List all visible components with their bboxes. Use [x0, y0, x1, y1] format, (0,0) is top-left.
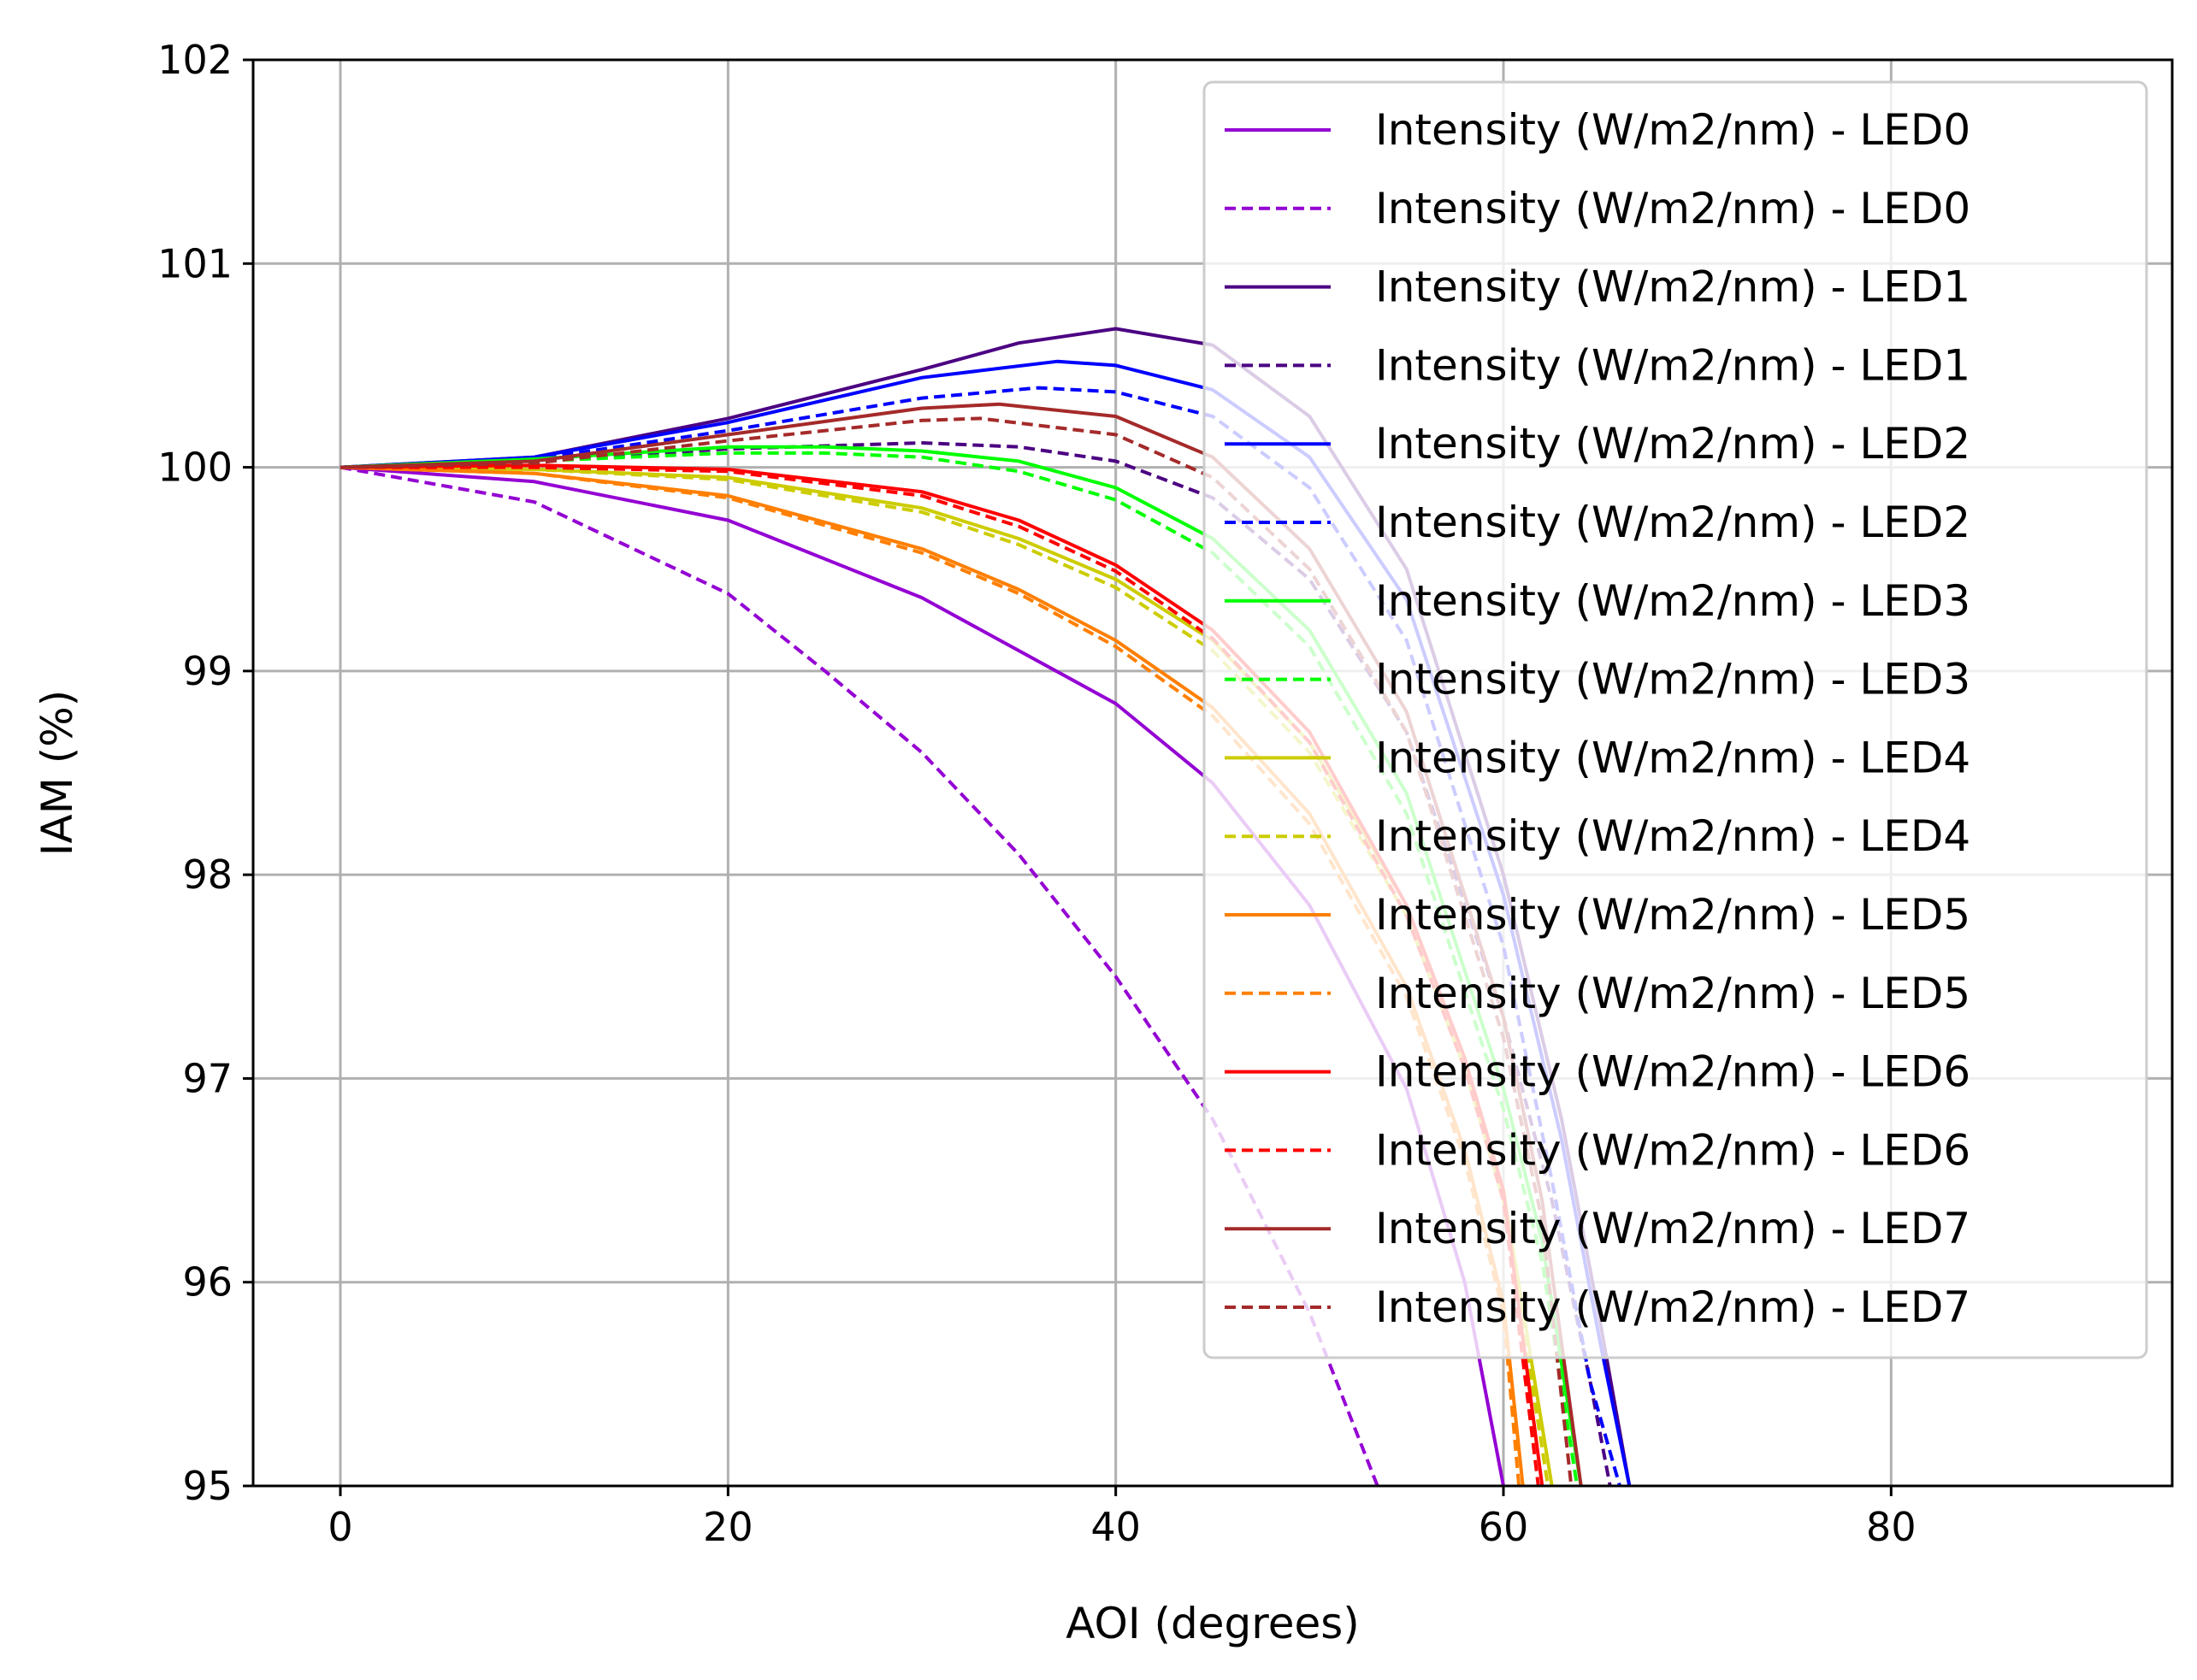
legend-entry-label: Intensity (W/m2/nm) - LED0 — [1375, 184, 1970, 233]
x-tick-label: 60 — [1479, 1504, 1529, 1550]
legend-entry-label: Intensity (W/m2/nm) - LED3 — [1375, 576, 1970, 626]
y-tick-label: 95 — [182, 1463, 233, 1509]
y-tick-label: 99 — [182, 648, 233, 694]
legend-entry-label: Intensity (W/m2/nm) - LED7 — [1375, 1204, 1970, 1253]
legend-entry-label: Intensity (W/m2/nm) - LED0 — [1375, 105, 1970, 155]
legend-box — [1202, 80, 2148, 1359]
y-tick-label: 96 — [182, 1259, 233, 1306]
legend-entry-label: Intensity (W/m2/nm) - LED1 — [1375, 340, 1970, 390]
x-tick-label: 80 — [1866, 1504, 1916, 1550]
legend-entry-label: Intensity (W/m2/nm) - LED5 — [1375, 890, 1970, 940]
legend-entry-label: Intensity (W/m2/nm) - LED1 — [1375, 262, 1970, 312]
plot-frame — [251, 58, 2174, 1488]
x-tick-label: 40 — [1090, 1504, 1141, 1550]
legend-entry-label: Intensity (W/m2/nm) - LED3 — [1375, 655, 1970, 704]
legend-entry-label: Intensity (W/m2/nm) - LED2 — [1375, 419, 1970, 469]
y-axis-label: IAM (%) — [32, 690, 82, 857]
legend-entry-label: Intensity (W/m2/nm) - LED7 — [1375, 1282, 1970, 1332]
y-tick-label: 97 — [182, 1055, 233, 1101]
x-tick-label: 20 — [703, 1504, 753, 1550]
x-axis-label: AOI (degrees) — [1066, 1599, 1360, 1648]
legend-entry-label: Intensity (W/m2/nm) - LED5 — [1375, 969, 1970, 1018]
y-tick-label: 101 — [157, 240, 233, 286]
legend-entry-label: Intensity (W/m2/nm) - LED2 — [1375, 498, 1970, 547]
series-line-11 — [340, 465, 1521, 1487]
y-tick-label: 100 — [157, 445, 233, 491]
legend-entry-label: Intensity (W/m2/nm) - LED4 — [1375, 811, 1970, 861]
legend-entry-label: Intensity (W/m2/nm) - LED4 — [1375, 733, 1970, 782]
x-tick-label: 0 — [328, 1504, 352, 1550]
y-tick-label: 98 — [182, 852, 233, 898]
legend-entry-label: Intensity (W/m2/nm) - LED6 — [1375, 1047, 1970, 1097]
y-tick-label: 102 — [157, 37, 233, 83]
legend-entry-label: Intensity (W/m2/nm) - LED6 — [1375, 1125, 1970, 1175]
axis-ticks: 0 20 40 60 80 95 96 97 98 99 100 101 102 — [157, 37, 1916, 1550]
legend: Intensity (W/m2/nm) - LED0 Intensity (W/m… — [1202, 80, 2148, 1359]
